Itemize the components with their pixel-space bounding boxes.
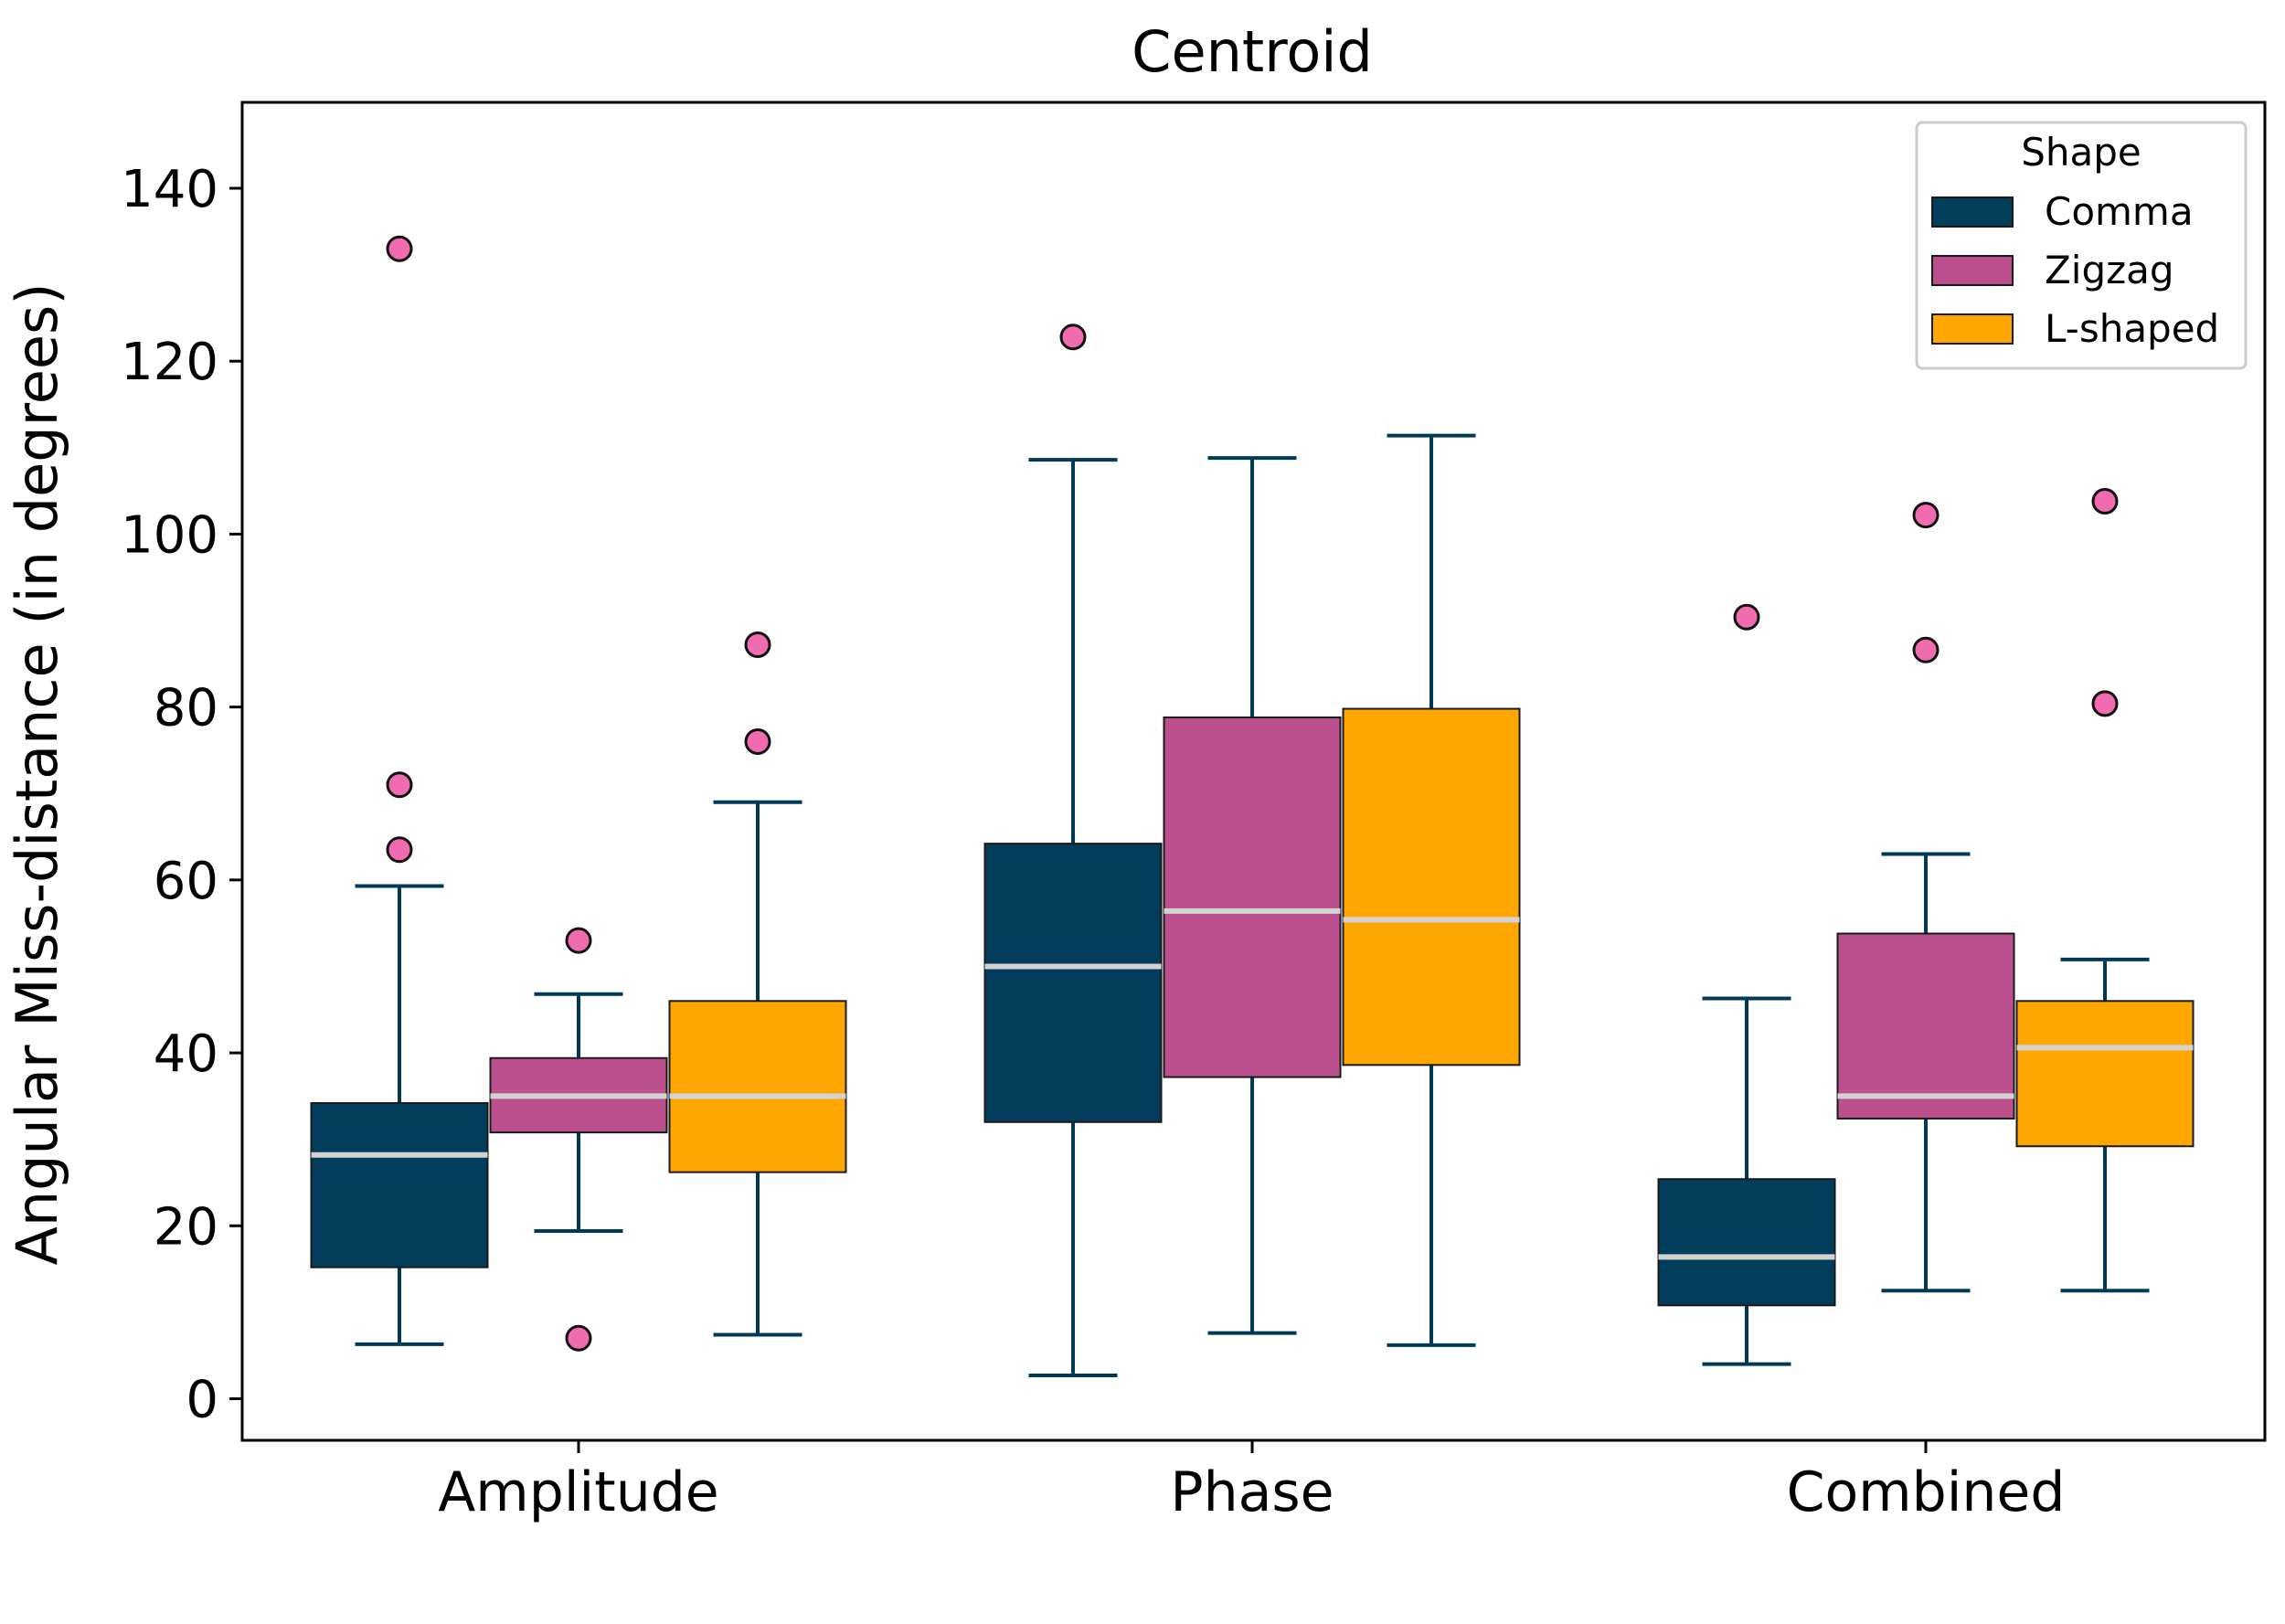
- outlier-point: [744, 727, 771, 755]
- y-tick-label: 20: [154, 1197, 218, 1257]
- legend-box: [1915, 121, 2248, 370]
- y-tick-label: 100: [121, 505, 218, 565]
- box-l-shaped: [2015, 1000, 2195, 1148]
- x-tick-label: Combined: [1787, 1460, 2066, 1524]
- outlier-point: [565, 927, 592, 954]
- box-l-shaped: [1342, 707, 1521, 1067]
- chart-title: Centroid: [1132, 18, 1373, 85]
- x-tick-label: Phase: [1170, 1460, 1334, 1524]
- y-tick-label: 140: [121, 160, 218, 219]
- y-axis-label: Angular Miss-distance (in degrees): [4, 282, 70, 1265]
- legend-swatch-zigzag: [1931, 255, 2014, 286]
- box-zigzag: [1836, 932, 2015, 1120]
- y-tick-label: 60: [154, 852, 218, 911]
- legend-swatch-comma: [1931, 196, 2014, 228]
- x-tick-label: Amplitude: [438, 1460, 718, 1524]
- outlier-point: [1059, 324, 1087, 351]
- box-comma: [310, 1101, 489, 1268]
- legend-title: Shape: [2021, 130, 2142, 175]
- outlier-point: [744, 632, 771, 659]
- legend-label-zigzag: Zigzag: [2045, 248, 2174, 292]
- outlier-point: [386, 235, 413, 262]
- legend-label-l-shaped: L-shaped: [2045, 306, 2219, 351]
- outlier-point: [2091, 690, 2119, 717]
- outlier-point: [386, 771, 413, 799]
- outlier-point: [1733, 603, 1760, 631]
- outlier-point: [2091, 487, 2119, 515]
- box-comma: [1657, 1178, 1836, 1307]
- y-tick-label: 120: [121, 333, 218, 392]
- box-zigzag: [1163, 716, 1342, 1078]
- legend-label-comma: Comma: [2045, 189, 2194, 234]
- y-tick-label: 40: [154, 1024, 218, 1084]
- box-l-shaped: [668, 1000, 847, 1173]
- box-comma: [983, 843, 1163, 1123]
- y-tick-label: 80: [154, 679, 218, 738]
- y-tick-label: 0: [186, 1371, 218, 1430]
- outlier-point: [1912, 636, 1940, 663]
- plot-frame: [240, 101, 2267, 1442]
- outlier-point: [1912, 502, 1940, 529]
- outlier-point: [565, 1324, 592, 1352]
- outlier-point: [386, 836, 413, 864]
- legend-swatch-l-shaped: [1931, 313, 2014, 345]
